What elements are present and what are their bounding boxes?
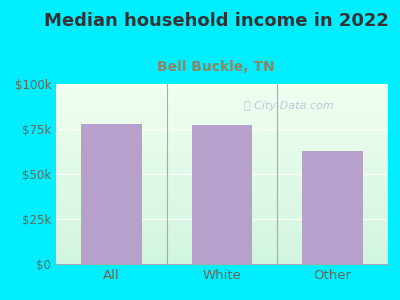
Bar — [302, 151, 363, 264]
Text: Bell Buckle, TN: Bell Buckle, TN — [157, 60, 275, 74]
Text: Median household income in 2022: Median household income in 2022 — [44, 12, 388, 30]
Text: ⓘ City-Data.com: ⓘ City-Data.com — [244, 100, 333, 111]
Bar — [81, 124, 142, 264]
Bar — [192, 125, 252, 264]
